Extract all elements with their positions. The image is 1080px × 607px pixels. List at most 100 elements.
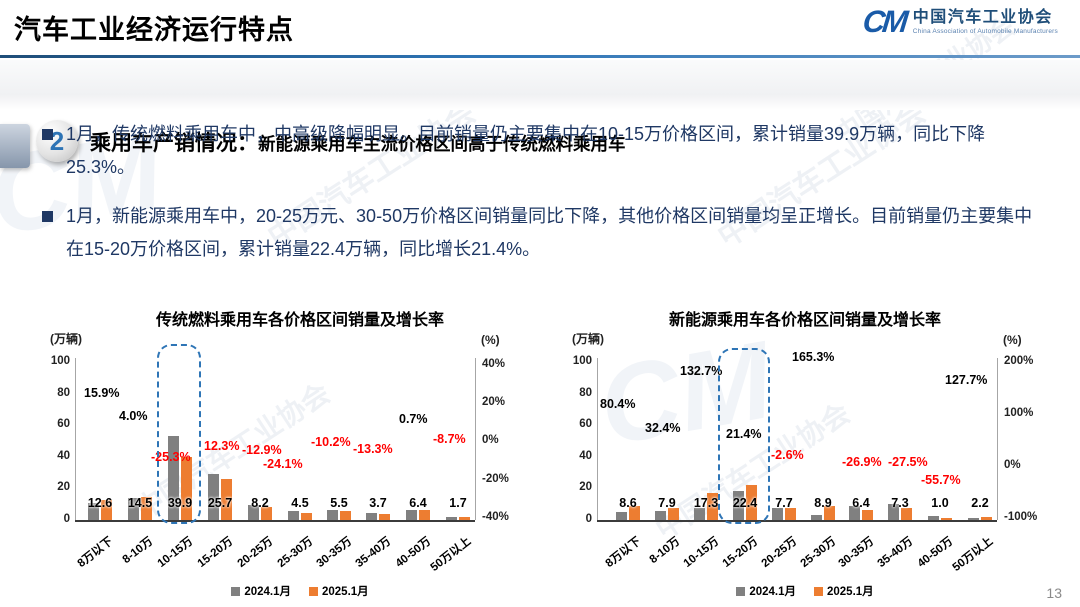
y2-axis-line [475, 358, 476, 520]
header-divider [0, 55, 1080, 58]
legend-item: 2025.1月 [309, 586, 369, 598]
bar-2024-10-15万 [168, 435, 179, 520]
bar-2024-35-40万 [366, 513, 377, 520]
bar-2025-50万以上 [981, 516, 992, 520]
bullet-text: 1月，新能源乘用车中，20-25万元、30-50万价格区间销量同比下降，其他价格… [66, 206, 1033, 259]
bar-2025-10-15万 [707, 492, 718, 520]
x-axis-line [75, 520, 475, 522]
bullet-item: 1月，传统燃料乘用车中，中高级降幅明显。目前销量仍主要集中在10-15万价格区间… [42, 118, 1047, 184]
legend-item: 2024.1月 [736, 586, 796, 598]
value-label: 4.5 [291, 496, 309, 510]
growth-rate-label: -27.5% [888, 455, 928, 469]
bar-2024-30-35万 [849, 506, 860, 520]
y-tick-label: 80 [57, 386, 70, 399]
caam-logo-text: 中国汽车工业协会 China Association of Automobile… [913, 8, 1058, 34]
bullet-text: 1月，传统燃料乘用车中，中高级降幅明显。目前销量仍主要集中在10-15万价格区间… [66, 124, 986, 177]
value-label: 39.9 [167, 496, 193, 510]
section-title-main: 乘用车产销情况： [90, 132, 258, 155]
growth-rate-label: -25.3% [151, 450, 191, 464]
bar-2025-15-20万 [746, 484, 757, 520]
value-label: 7.3 [891, 496, 909, 510]
bullet-square-icon [42, 211, 53, 222]
highlight-box-10-15万 [157, 344, 201, 524]
highlight-box-15-20万 [718, 348, 770, 524]
growth-rate-label: -12.9% [242, 443, 282, 457]
bar-2025-40-50万 [941, 518, 952, 520]
y2-tick-label: 20% [482, 396, 506, 408]
bar-2025-50万以上 [459, 517, 470, 520]
legend-label: 2024.1月 [244, 586, 291, 598]
bar-2024-20-25万 [772, 507, 783, 520]
y-tick-label: 60 [57, 418, 70, 431]
y-tick-label: 100 [50, 355, 70, 367]
chart-panel-nev: 新能源乘用车各价格区间销量及增长率 (万辆) (%) 100 80 60 40 20 0 200… [555, 300, 1055, 605]
bar-2025-10-15万 [181, 456, 192, 520]
legend-swatch-icon [814, 587, 823, 596]
y2-tick-label: 0% [482, 434, 499, 446]
bar-2025-8-10万 [141, 497, 152, 520]
chart-title: 传统燃料乘用车各价格区间销量及增长率 [155, 312, 444, 329]
bar-2025-30-35万 [340, 511, 351, 520]
y-tick-label: 20 [579, 481, 592, 494]
y2-tick-label: 0% [1004, 459, 1021, 471]
legend-label: 2025.1月 [322, 586, 369, 598]
caam-logo: CM 中国汽车工业协会 China Association of Automob… [861, 4, 1058, 39]
growth-rate-label: 80.4% [600, 397, 636, 411]
bar-2024-25-30万 [811, 514, 822, 520]
chart-title: 新能源乘用车各价格区间销量及增长率 [668, 312, 941, 329]
bar-2024-20-25万 [248, 505, 259, 520]
value-label: 8.6 [619, 496, 637, 510]
growth-rate-label: -26.9% [842, 455, 882, 469]
bar-2025-35-40万 [379, 514, 390, 520]
y-axis-line [75, 358, 76, 520]
y2-tick-label: -40% [482, 511, 509, 523]
value-label: 8.9 [814, 496, 832, 510]
x-axis-line [597, 520, 997, 522]
value-label: 6.4 [852, 496, 870, 510]
y-tick-label: 40 [57, 449, 70, 462]
growth-rate-label: 32.4% [645, 421, 681, 435]
bar-2025-30-35万 [862, 509, 873, 520]
bar-2024-8万以下 [88, 502, 99, 520]
y2-axis-line [997, 358, 998, 520]
growth-rate-label: -2.6% [771, 448, 804, 462]
y-tick-label: 0 [63, 513, 70, 525]
bar-2024-10-15万 [694, 508, 705, 520]
bullet-list: 1月，传统燃料乘用车中，中高级降幅明显。目前销量仍主要集中在10-15万价格区间… [42, 118, 1047, 282]
page-title: 汽车工业经济运行特点 [14, 15, 294, 45]
bar-2024-50万以上 [446, 516, 457, 520]
growth-rate-label: -13.3% [353, 442, 393, 456]
bar-2025-20-25万 [785, 507, 796, 520]
growth-rate-label: 165.3% [792, 350, 835, 364]
y2-tick-label: 100% [1004, 407, 1034, 419]
value-label: 14.5 [127, 496, 153, 510]
value-label: 25.7 [207, 496, 233, 510]
bar-2024-50万以上 [968, 518, 979, 520]
legend-label: 2024.1月 [749, 586, 796, 598]
bar-2024-15-20万 [733, 490, 744, 520]
left-axis-unit: (万辆) [50, 332, 82, 346]
value-label: 6.4 [409, 496, 427, 510]
caam-logo-subname: China Association of Automobile Manufact… [912, 27, 1058, 35]
bar-2024-25-30万 [288, 510, 299, 520]
section-number-badge: 2 [36, 120, 78, 162]
section-title-sub: 新能源乘用车主流价格区间高于传统燃料乘用车 [258, 134, 626, 154]
bar-2024-8-10万 [655, 510, 666, 520]
legend-swatch-icon [231, 587, 241, 596]
section-header: 2 乘用车产销情况：新能源乘用车主流价格区间高于传统燃料乘用车 [0, 60, 1080, 168]
bar-2024-8万以下 [616, 512, 627, 520]
bar-2025-40-50万 [419, 509, 430, 520]
bar-2025-35-40万 [901, 508, 912, 520]
page-number: 13 [1046, 585, 1062, 601]
value-label: 17.3 [693, 496, 719, 510]
growth-rate-label: 15.9% [84, 386, 120, 400]
y2-tick-label: 200% [1004, 355, 1034, 367]
left-axis-unit: (万辆) [572, 332, 604, 346]
y-tick-label: 20 [57, 481, 70, 494]
bar-2025-8万以下 [101, 500, 112, 520]
bullet-square-icon [42, 129, 53, 140]
y2-tick-label: 40% [482, 358, 506, 370]
value-label: 2.2 [971, 496, 989, 510]
y-axis-line [597, 358, 598, 520]
growth-rate-label: -8.7% [433, 432, 466, 446]
